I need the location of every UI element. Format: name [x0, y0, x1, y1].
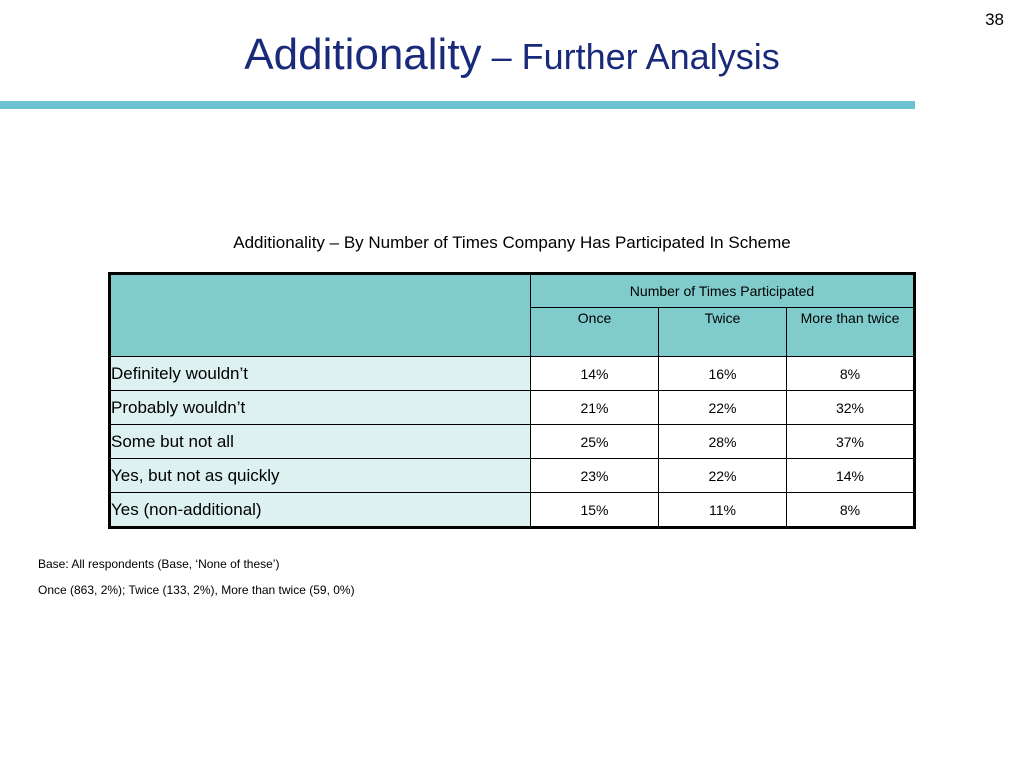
- page-number: 38: [985, 10, 1004, 29]
- table-row: Yes, but not as quickly 23% 22% 14%: [109, 458, 915, 493]
- table-cell: 11%: [658, 492, 787, 528]
- row-label: Definitely wouldn’t: [109, 356, 531, 391]
- table-cell: 22%: [658, 458, 787, 493]
- column-header-once: Once: [530, 307, 659, 357]
- title-underline-bar: [0, 101, 915, 109]
- table-row: Definitely wouldn’t 14% 16% 8%: [109, 356, 915, 391]
- footnote-base: Base: All respondents (Base, ‘None of th…: [38, 557, 280, 571]
- table-cell: 8%: [786, 492, 915, 528]
- table-caption: Additionality – By Number of Times Compa…: [233, 233, 791, 252]
- table-row: Probably wouldn’t 21% 22% 32%: [109, 390, 915, 425]
- table-cell: 22%: [658, 390, 787, 425]
- slide-title-sub: – Further Analysis: [481, 36, 780, 77]
- table-cell: 28%: [658, 424, 787, 459]
- row-label: Yes, but not as quickly: [109, 458, 531, 493]
- row-label: Probably wouldn’t: [109, 390, 531, 425]
- table-cell: 37%: [786, 424, 915, 459]
- table-cell: 32%: [786, 390, 915, 425]
- table-header-row-columns: Once Twice More than twice: [110, 307, 915, 357]
- table-cell: 21%: [530, 390, 659, 425]
- table-cell: 23%: [530, 458, 659, 493]
- table-cell: 8%: [786, 356, 915, 391]
- column-header-more-than-twice: More than twice: [786, 307, 915, 357]
- group-header-cell: Number of Times Participated: [530, 273, 915, 308]
- column-header-twice: Twice: [658, 307, 787, 357]
- row-label: Some but not all: [109, 424, 531, 459]
- table-header-row-group: Number of Times Participated: [109, 273, 915, 357]
- table-corner-cell: [109, 273, 531, 357]
- table-cell: 14%: [530, 356, 659, 391]
- table-row: Yes (non-additional) 15% 11% 8%: [109, 492, 915, 528]
- table-cell: 16%: [658, 356, 787, 391]
- table-cell: 25%: [530, 424, 659, 459]
- additionality-table: Number of Times Participated Once Twice …: [108, 272, 916, 529]
- table-cell: 15%: [530, 492, 659, 528]
- table-row: Some but not all 25% 28% 37%: [109, 424, 915, 459]
- slide-title-main: Additionality: [244, 30, 482, 79]
- row-label: Yes (non-additional): [109, 492, 531, 528]
- table-cell: 14%: [786, 458, 915, 493]
- footnote-counts: Once (863, 2%); Twice (133, 2%), More th…: [38, 583, 355, 597]
- slide-title: Additionality – Further Analysis: [0, 30, 1024, 80]
